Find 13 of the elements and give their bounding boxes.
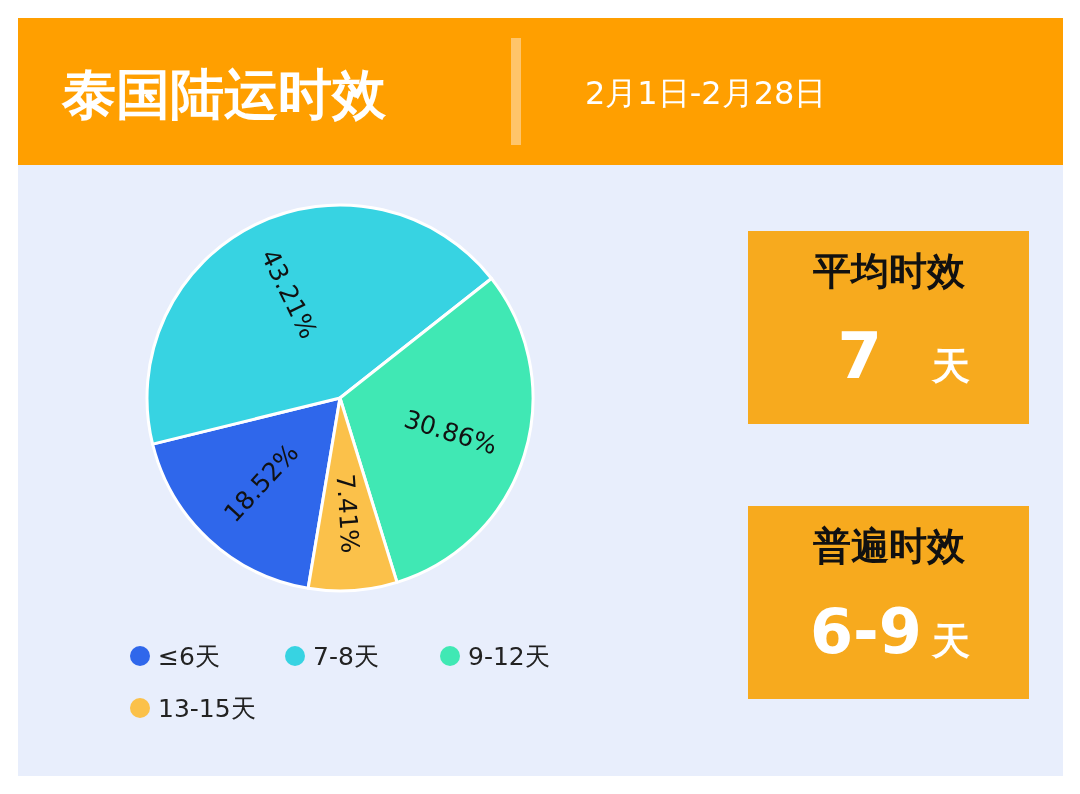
text: 6-9 xyxy=(809,594,922,668)
legend-label: 13-15天 xyxy=(158,693,256,723)
legend-label: 9-12天 xyxy=(468,641,550,671)
text: 天 xyxy=(931,619,970,663)
data-label: 7.41% xyxy=(330,472,365,555)
legend-label: 7-8天 xyxy=(313,641,379,671)
text: 天 xyxy=(931,344,970,388)
text: 7 xyxy=(837,319,882,393)
text: 平均时效 xyxy=(812,249,966,293)
text: 2月1日-2月28日 xyxy=(585,74,827,112)
legend-label: ≤6天 xyxy=(158,641,220,671)
chart-title: 泰国陆运时效 xyxy=(61,62,387,126)
text: 普遍时效 xyxy=(812,524,966,568)
